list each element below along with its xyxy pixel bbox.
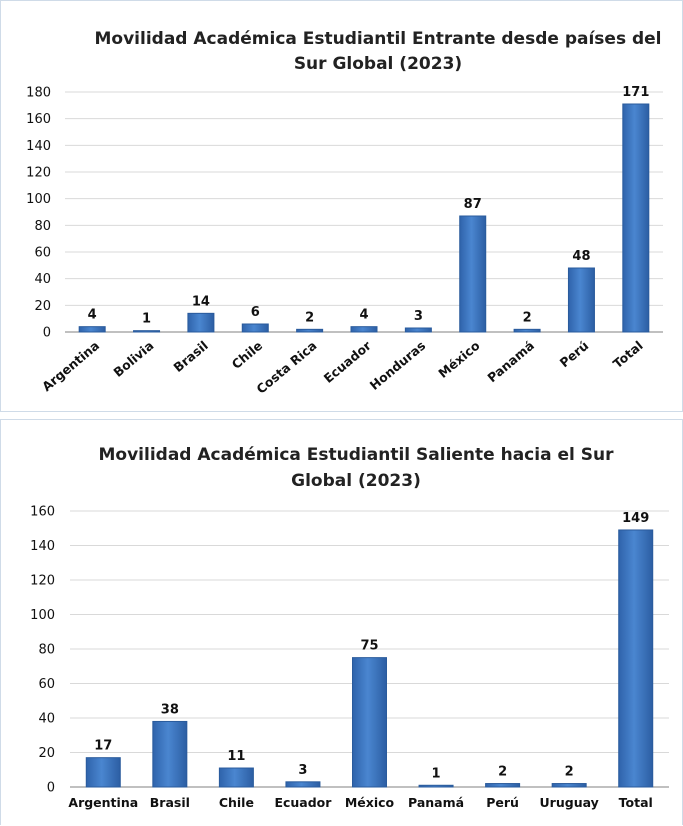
x-category-label: México [435, 338, 483, 381]
bar-m-xico [459, 215, 487, 333]
data-label: 4 [359, 308, 368, 323]
y-tick-label: 120 [26, 166, 51, 181]
x-category-label: Perú [486, 795, 519, 810]
data-label: 11 [227, 749, 245, 764]
x-category-label: Argentina [39, 338, 102, 394]
bar-panam- [418, 784, 454, 788]
data-label: 14 [192, 294, 210, 309]
x-category-label: Ecuador [321, 337, 375, 386]
data-label: 48 [572, 249, 590, 264]
data-label: 2 [523, 310, 532, 325]
data-label: 75 [360, 639, 378, 654]
bar-honduras [404, 327, 432, 333]
data-label: 3 [414, 309, 423, 324]
y-tick-label: 100 [30, 608, 55, 623]
data-label: 38 [161, 702, 179, 717]
bar-per- [485, 783, 521, 788]
x-category-label: Panamá [408, 795, 464, 810]
bar-per- [567, 267, 595, 333]
y-tick-label: 80 [38, 643, 55, 658]
data-label: 171 [622, 85, 649, 100]
bar-bolivia [133, 330, 161, 333]
y-tick-label: 60 [38, 677, 55, 692]
chart-panel-saliente: Movilidad Académica Estudiantil Saliente… [0, 419, 683, 825]
chart-title-line: Movilidad Académica Estudiantil Saliente… [99, 445, 615, 465]
data-label: 4 [88, 308, 97, 323]
y-tick-label: 140 [26, 139, 51, 154]
x-category-label: Argentina [68, 795, 138, 810]
y-tick-label: 0 [47, 781, 55, 796]
chart-title-line: Movilidad Académica Estudiantil Entrante… [94, 29, 661, 49]
y-tick-label: 60 [34, 246, 51, 261]
bar-total [622, 103, 650, 333]
x-category-label: Uruguay [540, 795, 599, 810]
bar-brasil [152, 720, 188, 788]
x-category-label: Ecuador [274, 795, 332, 810]
data-label: 1 [142, 312, 151, 327]
x-category-label: Brasil [170, 338, 210, 375]
y-tick-label: 20 [38, 746, 55, 761]
chart-title-line: Sur Global (2023) [294, 54, 462, 74]
data-label: 2 [305, 310, 314, 325]
bar-ecuador [285, 781, 321, 788]
chart-panel-entrante: Movilidad Académica Estudiantil Entrante… [0, 0, 683, 412]
x-category-label: Chile [219, 795, 254, 810]
data-label: 2 [565, 765, 574, 780]
data-label: 6 [251, 305, 260, 320]
data-label: 2 [498, 765, 507, 780]
x-category-label: Costa Rica [253, 338, 319, 397]
y-tick-label: 180 [26, 86, 51, 101]
x-category-label: Perú [557, 338, 592, 371]
bar-brasil [187, 312, 215, 333]
x-category-label: Honduras [367, 338, 429, 393]
y-tick-label: 100 [26, 192, 51, 207]
bar-panam- [513, 328, 541, 333]
y-tick-label: 140 [30, 539, 55, 554]
bar-chart-entrante: Movilidad Académica Estudiantil Entrante… [26, 29, 663, 397]
data-label: 17 [94, 739, 112, 754]
x-category-label: Brasil [150, 795, 190, 810]
x-category-label: México [345, 795, 395, 810]
x-category-label: Chile [229, 338, 266, 372]
bar-chart-saliente: Movilidad Académica Estudiantil Saliente… [30, 445, 669, 810]
bar-total [618, 529, 654, 788]
x-category-label: Total [619, 795, 653, 810]
y-tick-label: 80 [34, 219, 51, 234]
y-tick-label: 0 [43, 326, 51, 341]
y-tick-label: 40 [38, 712, 55, 727]
data-label: 1 [432, 766, 441, 781]
x-category-label: Bolivia [110, 338, 156, 380]
y-tick-label: 40 [34, 272, 51, 287]
x-category-label: Total [610, 338, 646, 371]
y-tick-label: 20 [34, 299, 51, 314]
y-tick-label: 160 [30, 505, 55, 520]
bar-argentina [85, 757, 121, 788]
x-category-label: Panamá [484, 338, 537, 386]
bar-m-xico [352, 657, 387, 788]
bar-chile [241, 323, 269, 333]
bar-uruguay [551, 783, 587, 788]
chart-title-line: Global (2023) [291, 471, 421, 491]
bar-ecuador [350, 326, 378, 333]
y-tick-label: 120 [30, 574, 55, 589]
data-label: 149 [622, 511, 649, 526]
bar-chile [218, 767, 254, 788]
data-label: 3 [298, 763, 307, 778]
bar-costa-rica [296, 328, 324, 333]
bar-argentina [78, 326, 106, 333]
y-tick-label: 160 [26, 112, 51, 127]
data-label: 87 [464, 197, 482, 212]
